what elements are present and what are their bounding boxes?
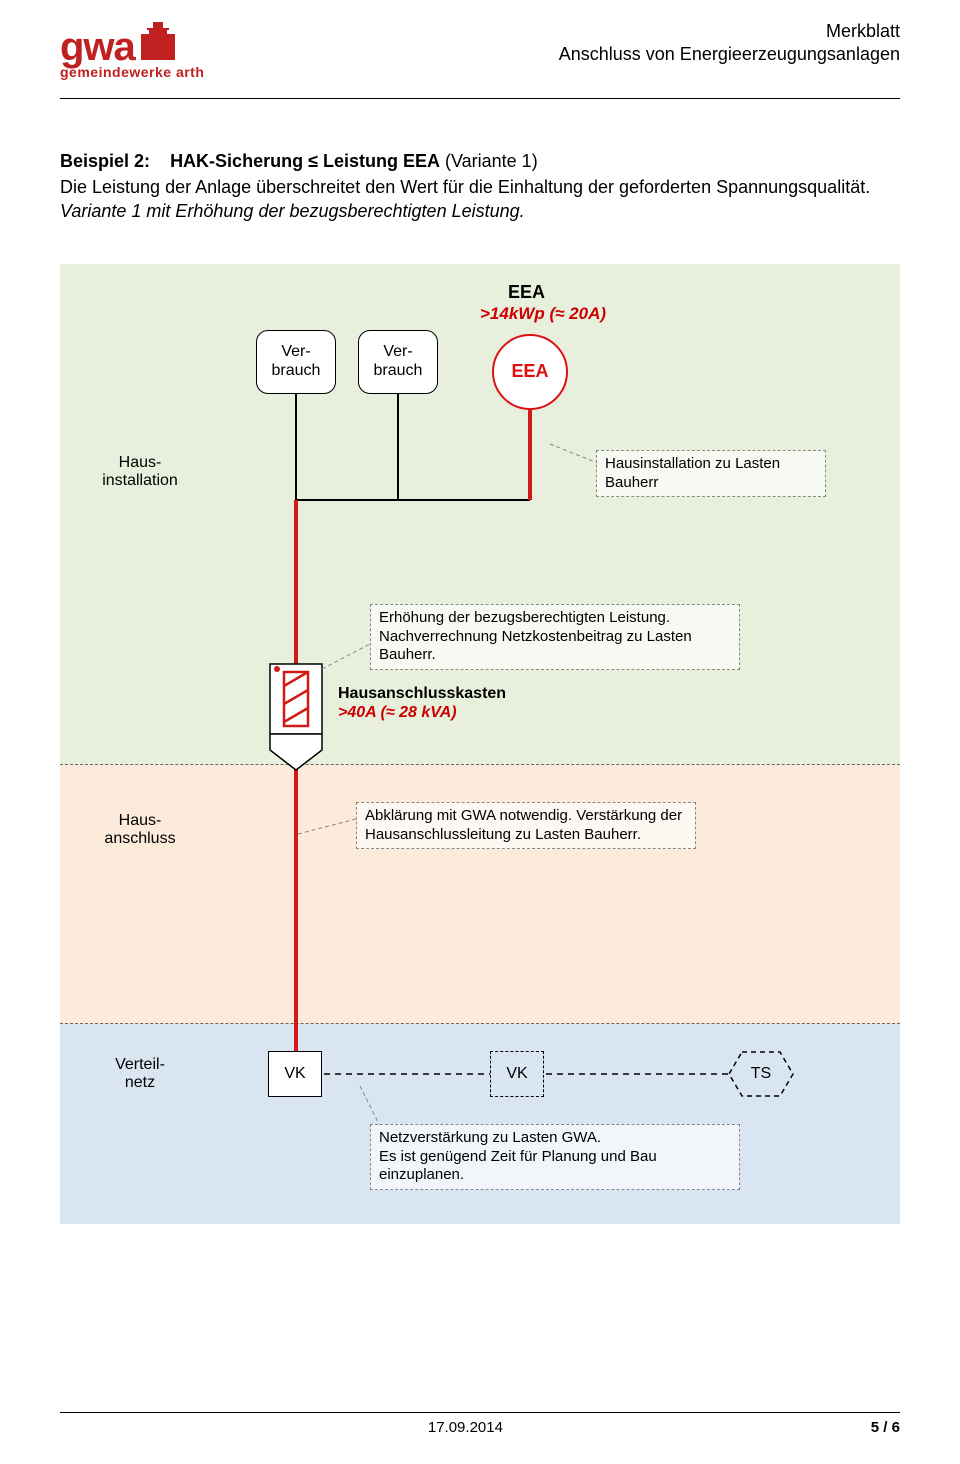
footer-page: 5 / 6	[871, 1419, 900, 1436]
eea-title: EEA	[508, 282, 545, 303]
note-abklaerung: Abklärung mit GWA notwendig. Verstärkung…	[356, 802, 696, 850]
header-line1: Merkblatt	[559, 20, 900, 43]
eea-subtitle: >14kWp (≈ 20A)	[480, 304, 606, 324]
label-hausanschluss: Haus-anschluss	[90, 812, 190, 849]
vk-box-2: VK	[490, 1051, 544, 1097]
intro-text: Beispiel 2: HAK-Sicherung ≤ Leistung EEA…	[60, 149, 900, 224]
header-right: Merkblatt Anschluss von Energieerzeugung…	[559, 20, 900, 67]
footer-date: 17.09.2014	[428, 1419, 503, 1436]
eea-circle: EEA	[492, 334, 568, 410]
ts-hex: TS	[728, 1051, 794, 1097]
logo-tower-icon	[139, 20, 177, 64]
intro-body1: Die Leistung der Anlage überschreitet de…	[60, 175, 900, 199]
header-line2: Anschluss von Energieerzeugungsanlagen	[559, 43, 900, 66]
box-verbrauch-2: Ver-brauch	[358, 330, 438, 394]
box-verbrauch-1: Ver-brauch	[256, 330, 336, 394]
hak-label: Hausanschlusskasten >40A (≈ 28 kVA)	[338, 684, 506, 722]
note-hausinstallation: Hausinstallation zu Lasten Bauherr	[596, 450, 826, 498]
page-header: gwa gemeindewerke arth Merkblatt Anschlu…	[60, 20, 900, 99]
logo-subtitle: gemeindewerke arth	[60, 64, 204, 80]
intro-label: Beispiel 2:	[60, 151, 150, 171]
label-verteilnetz: Verteil-netz	[100, 1056, 180, 1093]
diagram: Haus-installation Haus-anschluss Verteil…	[60, 264, 900, 1224]
vk-box-1: VK	[268, 1051, 322, 1097]
intro-variant: (Variante 1)	[445, 151, 538, 171]
logo: gwa gemeindewerke arth	[60, 20, 204, 80]
hak-line2: >40A (≈ 28 kVA)	[338, 704, 457, 721]
hak-line1: Hausanschlusskasten	[338, 685, 506, 702]
label-hausinstallation: Haus-installation	[90, 454, 190, 491]
ts-label: TS	[751, 1065, 771, 1083]
note-erhoehung: Erhöhung der bezugsberechtigten Leistung…	[370, 604, 740, 670]
page-footer: 17.09.2014 5 / 6	[60, 1412, 900, 1436]
intro-body2: Variante 1 mit Erhöhung der bezugsberech…	[60, 199, 900, 223]
note-netzverstaerkung: Netzverstärkung zu Lasten GWA.Es ist gen…	[370, 1124, 740, 1190]
logo-text: gwa	[60, 30, 135, 64]
intro-title: HAK-Sicherung ≤ Leistung EEA	[170, 151, 440, 171]
